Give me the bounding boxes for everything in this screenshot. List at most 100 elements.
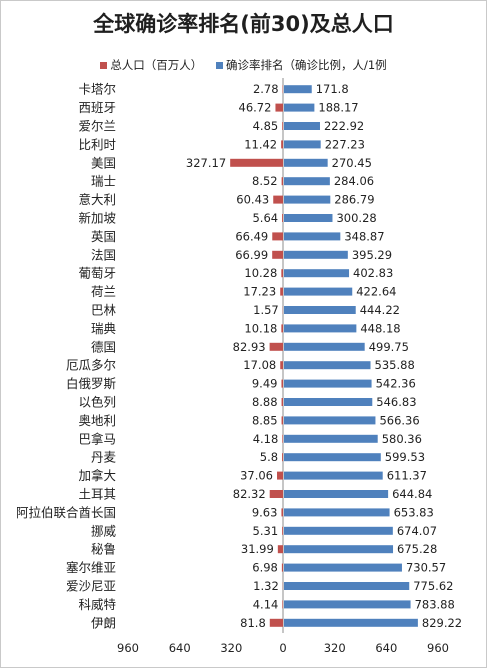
legend-label-confirmed-rate: 确诊率排名（确诊比例，人/1例 (225, 58, 387, 72)
data-label-population: 60.43 (236, 193, 269, 207)
data-label-population: 5.64 (252, 211, 278, 225)
bar-population (281, 379, 283, 388)
category-label: 西班牙 (78, 100, 116, 115)
bar-confirmed-rate (284, 379, 372, 388)
category-label: 美国 (91, 155, 116, 170)
category-label: 科威特 (78, 597, 116, 612)
bar-confirmed-rate (284, 85, 312, 94)
category-label: 阿拉伯联合酋长国 (16, 505, 116, 520)
data-label-confirmed-rate: 829.22 (422, 616, 462, 630)
data-label-population: 4.14 (253, 597, 279, 611)
data-label-confirmed-rate: 674.07 (397, 524, 437, 538)
data-label-confirmed-rate: 599.53 (385, 450, 425, 464)
bar-confirmed-rate (284, 324, 357, 333)
data-label-population: 66.99 (235, 248, 268, 262)
category-label: 伊朗 (91, 615, 116, 630)
bar-confirmed-rate (284, 600, 411, 609)
data-label-confirmed-rate: 188.17 (318, 101, 358, 115)
bar-population (280, 287, 283, 296)
bar-population (281, 269, 283, 278)
data-label-confirmed-rate: 535.88 (375, 358, 415, 372)
category-label: 英国 (91, 229, 116, 244)
category-label: 瑞典 (91, 321, 116, 336)
bar-confirmed-rate (284, 232, 341, 241)
bar-population (281, 563, 283, 572)
bar-confirmed-rate (284, 453, 381, 462)
data-label-confirmed-rate: 222.92 (324, 119, 364, 133)
bar-population (280, 361, 283, 370)
bar-population (269, 342, 283, 351)
category-label: 土耳其 (78, 487, 116, 502)
data-label-population: 6.98 (252, 561, 278, 575)
bar-confirmed-rate (284, 398, 373, 406)
category-label: 厄瓜多尔 (66, 358, 116, 373)
data-label-population: 8.88 (252, 395, 278, 409)
data-label-population: 1.57 (253, 303, 279, 317)
data-label-confirmed-rate: 270.45 (332, 156, 372, 170)
data-label-confirmed-rate: 675.28 (397, 542, 437, 556)
bar-population (273, 195, 283, 204)
legend-label-population: 总人口（百万人） (110, 58, 203, 72)
bar-population (281, 508, 283, 517)
bar-population (277, 471, 283, 480)
data-label-confirmed-rate: 284.06 (334, 174, 374, 188)
bar-confirmed-rate (284, 287, 353, 296)
x-tick-label: 960 (427, 641, 449, 655)
category-label: 法国 (91, 247, 116, 262)
data-label-confirmed-rate: 775.62 (413, 579, 453, 593)
data-label-confirmed-rate: 730.57 (406, 561, 446, 575)
bar-population (269, 490, 283, 498)
bar-population (282, 526, 283, 535)
bar-population (269, 618, 283, 627)
bar-confirmed-rate (284, 434, 378, 443)
x-tick-label: 640 (375, 641, 397, 655)
data-label-population: 17.08 (243, 358, 276, 372)
x-tick-label: 0 (279, 641, 286, 655)
bar-confirmed-rate (284, 526, 393, 535)
category-label: 丹麦 (91, 450, 117, 465)
category-label: 比利时 (78, 137, 116, 152)
category-label: 爱沙尼亚 (66, 579, 116, 594)
bar-confirmed-rate (284, 158, 328, 167)
data-label-confirmed-rate: 402.83 (353, 266, 393, 280)
data-label-population: 31.99 (241, 542, 274, 556)
chart-legend: 总人口（百万人） 确诊率排名（确诊比例，人/1例 (0, 57, 487, 73)
data-label-population: 5.31 (253, 524, 279, 538)
data-label-population: 327.17 (186, 156, 226, 170)
data-label-population: 5.8 (260, 450, 278, 464)
bar-population (281, 416, 283, 425)
bar-population (275, 103, 283, 112)
data-label-population: 82.32 (233, 487, 266, 501)
bar-confirmed-rate (284, 103, 315, 112)
bar-confirmed-rate (284, 508, 390, 517)
legend-swatch-confirmed-rate (215, 61, 223, 69)
bar-confirmed-rate (284, 306, 356, 314)
data-label-confirmed-rate: 783.88 (415, 597, 455, 611)
data-label-population: 81.8 (240, 616, 266, 630)
bar-confirmed-rate (284, 471, 383, 480)
data-label-confirmed-rate: 566.36 (379, 413, 419, 427)
legend-swatch-population (100, 61, 108, 69)
bar-confirmed-rate (284, 416, 376, 425)
bar-population (281, 324, 283, 333)
data-label-confirmed-rate: 542.36 (376, 377, 416, 391)
bar-confirmed-rate (284, 618, 418, 627)
bar-confirmed-rate (284, 490, 389, 498)
bar-confirmed-rate (284, 195, 331, 204)
category-label: 瑞士 (91, 174, 116, 189)
data-label-confirmed-rate: 448.18 (360, 321, 400, 335)
data-label-population: 9.49 (252, 377, 278, 391)
bar-population (282, 600, 283, 609)
data-label-population: 46.72 (239, 101, 272, 115)
data-label-population: 8.52 (252, 174, 278, 188)
bar-population (272, 232, 283, 241)
data-label-confirmed-rate: 546.83 (376, 395, 416, 409)
data-label-confirmed-rate: 348.87 (344, 229, 384, 243)
data-label-confirmed-rate: 227.23 (325, 137, 365, 151)
bar-confirmed-rate (284, 177, 330, 186)
bar-confirmed-rate (284, 361, 371, 370)
data-label-confirmed-rate: 444.22 (360, 303, 400, 317)
legend-item-population: 总人口（百万人） (100, 57, 202, 73)
bar-confirmed-rate (284, 582, 410, 590)
